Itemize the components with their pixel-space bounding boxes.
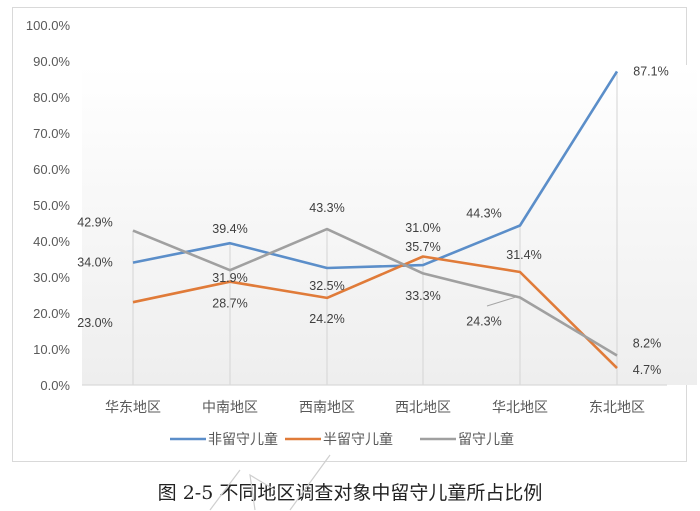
series-line: [132, 70, 619, 270]
data-label: 8.2%: [633, 336, 662, 350]
y-tick-label: 70.0%: [33, 126, 70, 141]
category-label: 中南地区: [202, 400, 258, 416]
data-label: 44.3%: [466, 207, 501, 221]
category-label: 西北地区: [395, 400, 451, 416]
y-tick-label: 0.0%: [40, 378, 70, 393]
data-label: 31.0%: [405, 221, 440, 235]
data-label: 28.7%: [212, 297, 247, 311]
y-tick-label: 50.0%: [33, 198, 70, 213]
legend-label: 留守儿童: [458, 431, 514, 448]
line-chart: 0.0% 10.0% 20.0% 30.0% 40.0% 50.0% 60.0% 70.0% 8…: [26, 18, 697, 448]
y-tick-label: 20.0%: [33, 306, 70, 321]
drop-lines: [132, 71, 618, 385]
data-label: 34.0%: [77, 256, 112, 270]
category-label: 华北地区: [492, 400, 548, 416]
x-axis: 华东地区 中南地区 西南地区 西北地区 华北地区 东北地区: [105, 400, 645, 416]
y-tick-label: 30.0%: [33, 270, 70, 285]
data-label: 35.7%: [405, 240, 440, 254]
data-label: 24.2%: [309, 312, 344, 326]
y-tick-label: 10.0%: [33, 342, 70, 357]
legend: 非留守儿童 半留守儿童 留守儿童: [170, 431, 514, 448]
data-label: 43.3%: [309, 201, 344, 215]
data-label: 87.1%: [633, 64, 668, 78]
legend-label: 半留守儿童: [323, 431, 393, 448]
data-label: 31.9%: [212, 271, 247, 285]
data-label: 24.3%: [466, 315, 501, 329]
data-label: 31.4%: [506, 248, 541, 262]
data-label: 39.4%: [212, 222, 247, 236]
figure-caption: 图 2-5 不同地区调查对象中留守儿童所占比例: [157, 482, 543, 504]
series-line: [132, 227, 618, 357]
y-tick-label: 80.0%: [33, 90, 70, 105]
y-tick-label: 60.0%: [33, 162, 70, 177]
data-label: 42.9%: [77, 216, 112, 230]
data-label: 32.5%: [309, 279, 344, 293]
series-lines: [132, 70, 619, 370]
y-tick-label: 40.0%: [33, 234, 70, 249]
y-tick-label: 100.0%: [26, 18, 71, 33]
label-leader-line: [486, 296, 517, 307]
category-label: 华东地区: [105, 400, 161, 416]
y-axis: 0.0% 10.0% 20.0% 30.0% 40.0% 50.0% 60.0% 70.0% 8…: [26, 18, 71, 393]
category-label: 东北地区: [589, 400, 645, 416]
data-label: 4.7%: [633, 363, 662, 377]
data-labels: 34.0% 39.4% 32.5% 33.3% 44.3% 87.1% 23.0% 28.7%…: [77, 64, 668, 377]
data-label: 33.3%: [405, 289, 440, 303]
category-label: 西南地区: [299, 400, 355, 416]
plot-area: [82, 65, 697, 385]
y-tick-label: 90.0%: [33, 54, 70, 69]
data-label: 23.0%: [77, 316, 112, 330]
legend-label: 非留守儿童: [208, 431, 278, 448]
series-line: [132, 255, 618, 370]
